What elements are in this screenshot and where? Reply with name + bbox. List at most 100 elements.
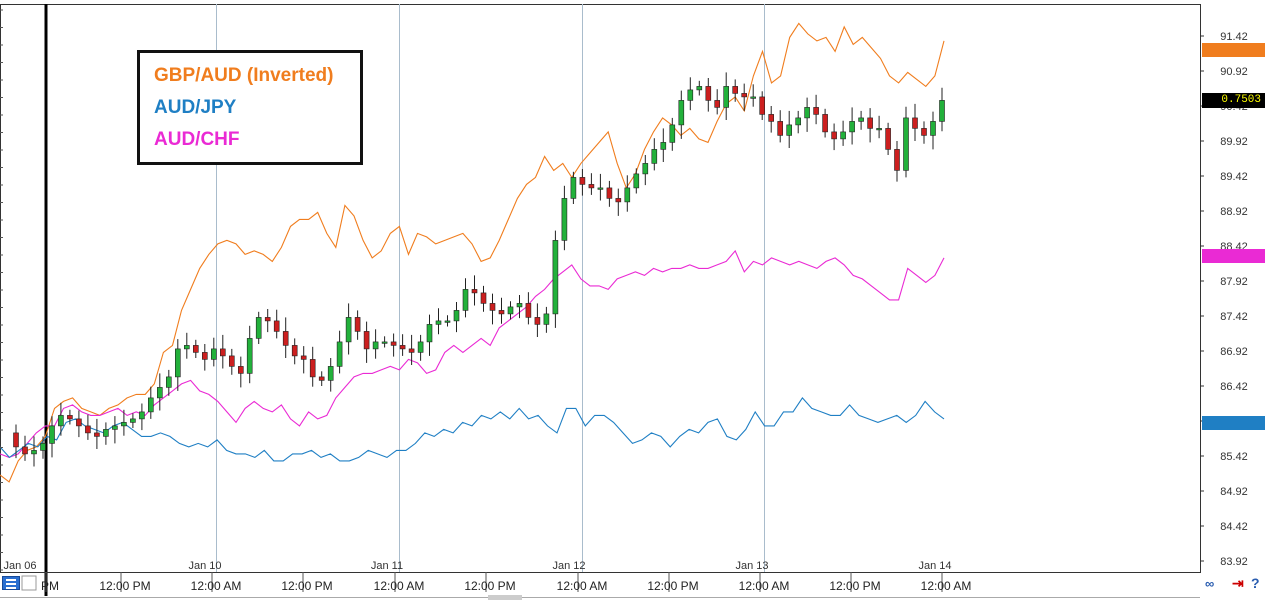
- date-label: Jan 10: [188, 560, 221, 572]
- candle-body: [363, 331, 370, 350]
- time-axis-label: 12:00 AM: [191, 579, 242, 593]
- date-label: Jan 06: [3, 560, 36, 572]
- candle-body: [723, 86, 730, 108]
- candle-body: [49, 425, 55, 444]
- candle-body: [642, 163, 649, 175]
- candle-body: [516, 303, 523, 308]
- candle-body: [399, 345, 406, 350]
- candle-body: [705, 86, 712, 101]
- gbpaud-price-marker: [1202, 43, 1265, 57]
- candle-body: [264, 317, 271, 322]
- candle-body: [291, 345, 298, 357]
- candle-body: [678, 100, 685, 126]
- price-axis-label: 83.92: [1220, 556, 1248, 568]
- candle-body: [498, 310, 505, 315]
- candle-body: [417, 341, 424, 353]
- candle-body: [912, 117, 918, 129]
- candle-body: [40, 443, 46, 451]
- candle-body: [211, 348, 217, 360]
- candle-body: [930, 121, 936, 136]
- candle-body: [336, 341, 343, 367]
- candle-body: [435, 320, 442, 325]
- audjpy-line: [0, 397, 945, 462]
- candle-body: [76, 418, 82, 427]
- candle-body: [471, 289, 478, 294]
- candle-body: [372, 341, 379, 350]
- candle-body: [921, 128, 927, 136]
- candle-body: [31, 450, 37, 455]
- candle-body: [894, 149, 900, 171]
- candle-body: [570, 177, 577, 199]
- candle-body: [345, 317, 352, 343]
- candle-body: [255, 317, 262, 339]
- candle-body: [822, 114, 828, 133]
- candle-body: [300, 355, 307, 360]
- expand-box: [21, 575, 37, 591]
- legend: GBP/AUD (Inverted) AUD/JPY AUD/CHF: [137, 50, 363, 165]
- candle-body: [660, 142, 667, 150]
- candle-body: [121, 422, 127, 427]
- gbpaud-line: [0, 22, 945, 483]
- candle-body: [804, 107, 810, 119]
- time-axis-label: PM: [41, 579, 59, 593]
- candle-body: [597, 187, 604, 190]
- price-axis-label: 87.42: [1220, 311, 1248, 323]
- candle-body: [786, 124, 793, 136]
- candle-body: [858, 117, 864, 122]
- price-axis-label: 84.92: [1220, 486, 1248, 498]
- price-axis-label: 88.92: [1220, 206, 1248, 218]
- price-axis-label: 91.42: [1220, 31, 1248, 43]
- candle-body: [489, 303, 496, 311]
- candle-body: [462, 289, 469, 311]
- help-icon[interactable]: ?: [1251, 575, 1260, 591]
- candle-body: [103, 429, 109, 437]
- candle-body: [525, 303, 532, 318]
- date-label: Jan 14: [918, 560, 951, 572]
- candle-body: [579, 177, 586, 185]
- current-price-badge: 0.7503: [1202, 93, 1265, 108]
- legend-item-audchf: AUD/CHF: [154, 129, 240, 150]
- time-axis-label: 12:00 PM: [281, 579, 332, 593]
- candle-body: [444, 320, 451, 323]
- date-label: Jan 12: [552, 560, 585, 572]
- candle-body: [67, 415, 73, 420]
- jump-to-end-icon[interactable]: ⇥: [1232, 575, 1244, 591]
- candle-body: [543, 313, 550, 325]
- price-axis-label: 85.42: [1220, 451, 1248, 463]
- candle-body: [777, 121, 784, 136]
- candle-body: [381, 341, 388, 344]
- candle-body: [651, 149, 658, 164]
- candle-body: [175, 348, 181, 378]
- candle-body: [534, 317, 541, 325]
- candle-body: [903, 117, 909, 171]
- candle-body: [220, 348, 226, 357]
- date-label: Jan 13: [735, 560, 768, 572]
- candle-body: [22, 446, 28, 455]
- chart-menu-icon[interactable]: [2, 576, 20, 590]
- candle-body: [246, 338, 253, 374]
- price-axis-label: 89.42: [1220, 171, 1248, 183]
- candle-body: [148, 397, 154, 413]
- time-axis-label: 12:00 PM: [464, 579, 515, 593]
- candle-body: [552, 240, 559, 315]
- price-axis-label: 87.92: [1220, 276, 1248, 288]
- legend-item-audjpy: AUD/JPY: [154, 97, 237, 118]
- candle-body: [714, 100, 721, 108]
- audchf-line: [0, 249, 945, 458]
- candle-body: [354, 317, 361, 332]
- candle-body: [561, 198, 568, 241]
- scrollbar-thumb: [488, 595, 522, 600]
- price-axis-label: 89.92: [1220, 136, 1248, 148]
- candle-body: [669, 124, 676, 143]
- candle-body: [85, 425, 91, 434]
- candle-body: [885, 128, 891, 150]
- candle-body: [426, 324, 433, 343]
- candle-body: [480, 292, 487, 304]
- candle-body: [193, 345, 199, 353]
- link-icon[interactable]: ∞: [1205, 576, 1215, 591]
- audjpy-price-marker: [1202, 416, 1265, 430]
- candle-body: [327, 366, 334, 381]
- candle-body: [202, 352, 208, 360]
- candle-body: [624, 187, 631, 203]
